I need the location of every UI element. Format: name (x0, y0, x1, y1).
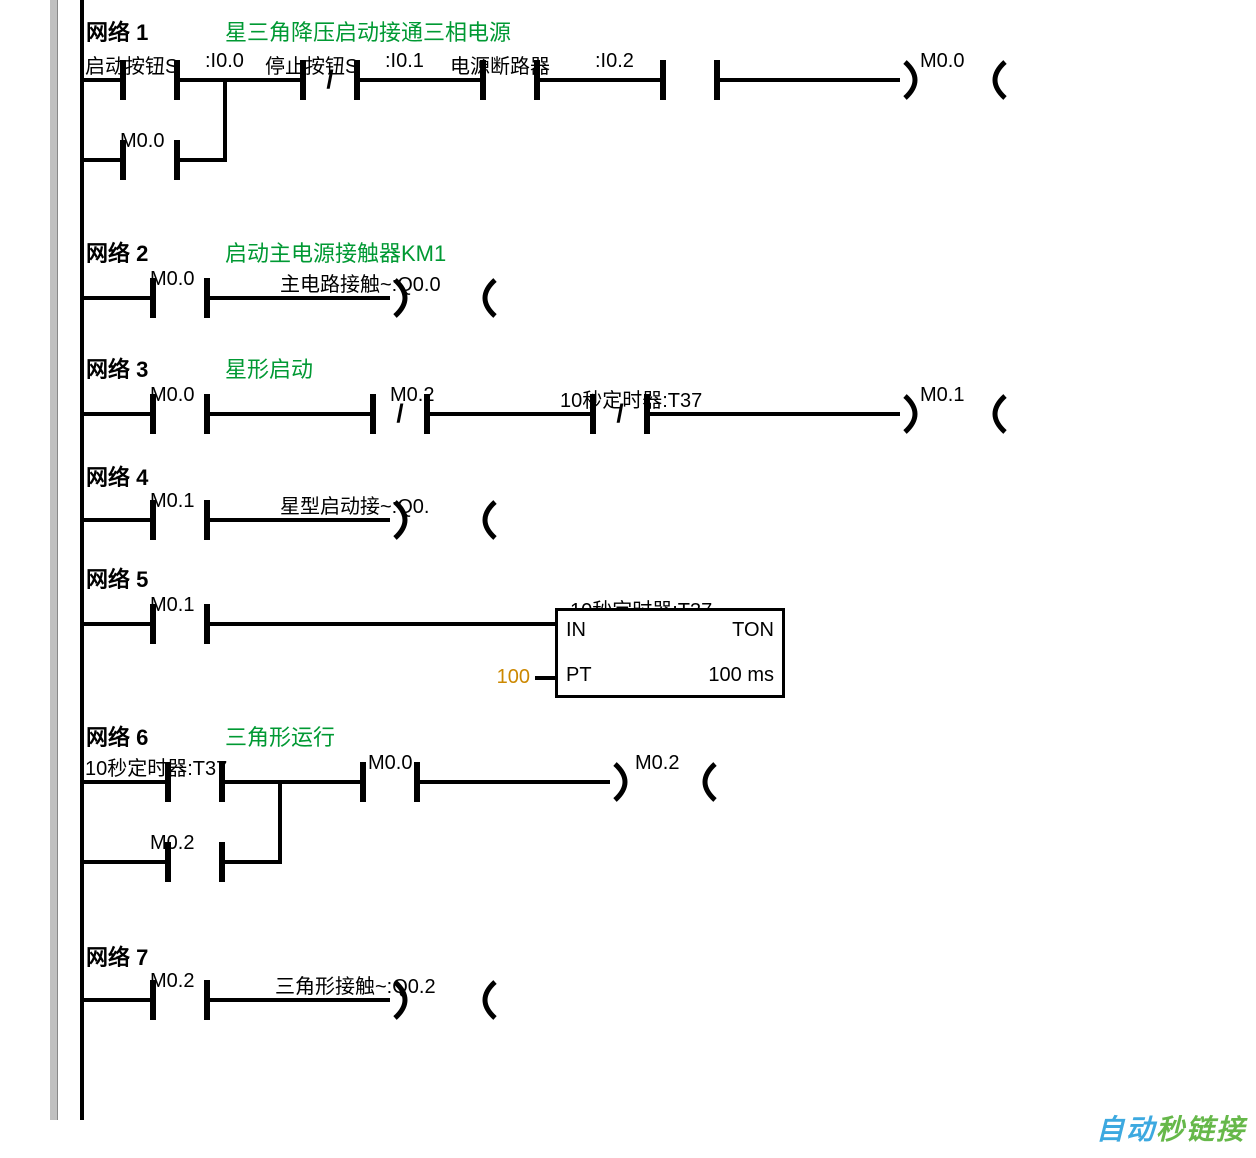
network-title-2: 网络 2 (86, 236, 148, 268)
no-contact (360, 762, 420, 802)
wire (225, 78, 300, 82)
wire (84, 158, 120, 162)
no-contact (150, 604, 210, 644)
left-margin (50, 0, 58, 1120)
watermark-a: 自动 (1096, 1114, 1156, 1145)
wire (84, 860, 165, 864)
network-comment-2: 启动主电源接触器KM1 (225, 236, 446, 268)
wire (540, 78, 660, 82)
network-title-6: 网络 6 (86, 720, 148, 752)
wire (84, 296, 150, 300)
wire (650, 412, 900, 416)
no-contact (150, 980, 210, 1020)
no-contact (480, 60, 540, 100)
no-contact (165, 842, 225, 882)
nc-contact: / (590, 394, 650, 434)
wire (84, 78, 120, 82)
wire (84, 998, 150, 1002)
ladder-label: :I0.1 (385, 50, 424, 73)
no-contact (165, 762, 225, 802)
wire (84, 780, 165, 784)
network-title-3: 网络 3 (86, 352, 148, 384)
network-comment-3: 星形启动 (225, 352, 313, 384)
wire (84, 412, 150, 416)
wire (225, 860, 280, 864)
network-title-1: 网络 1 (86, 15, 148, 47)
wire (84, 518, 150, 522)
ladder-diagram: 网络 1星三角降压启动接通三相电源启动按钮S:I0.0停止按钮S:I0.1/电源… (50, 0, 1210, 1120)
wire (210, 622, 555, 626)
watermark-b: 秒链接 (1156, 1114, 1246, 1145)
no-contact (150, 394, 210, 434)
ladder-label: :I0.0 (205, 50, 244, 73)
no-contact (120, 140, 180, 180)
timer-block: INTONPT100 ms (555, 608, 785, 698)
wire (280, 780, 360, 784)
coil (390, 980, 500, 1020)
coil (610, 762, 720, 802)
coil (390, 500, 500, 540)
wire (225, 780, 280, 784)
wire (180, 158, 225, 162)
nc-contact: / (370, 394, 430, 434)
coil (900, 60, 1010, 100)
coil (390, 278, 500, 318)
network-comment-6: 三角形运行 (225, 720, 335, 752)
nc-contact: / (300, 60, 360, 100)
network-title-7: 网络 7 (86, 940, 148, 972)
wire (420, 780, 610, 784)
timer-pt-value: 100 (485, 666, 530, 689)
network-title-4: 网络 4 (86, 460, 148, 492)
vertical-wire (278, 780, 282, 864)
wire (180, 78, 225, 82)
network-title-5: 网络 5 (86, 562, 148, 594)
power-bus (80, 0, 84, 1120)
coil (900, 394, 1010, 434)
wire (210, 412, 370, 416)
no-contact (150, 500, 210, 540)
watermark: 自动秒链接 (1096, 1108, 1246, 1148)
vertical-wire (223, 78, 227, 162)
no-contact (150, 278, 210, 318)
network-comment-1: 星三角降压启动接通三相电源 (225, 15, 511, 47)
ladder-label: :I0.2 (595, 50, 634, 73)
wire (84, 622, 150, 626)
no-contact (660, 60, 720, 100)
wire (720, 78, 900, 82)
no-contact (120, 60, 180, 100)
